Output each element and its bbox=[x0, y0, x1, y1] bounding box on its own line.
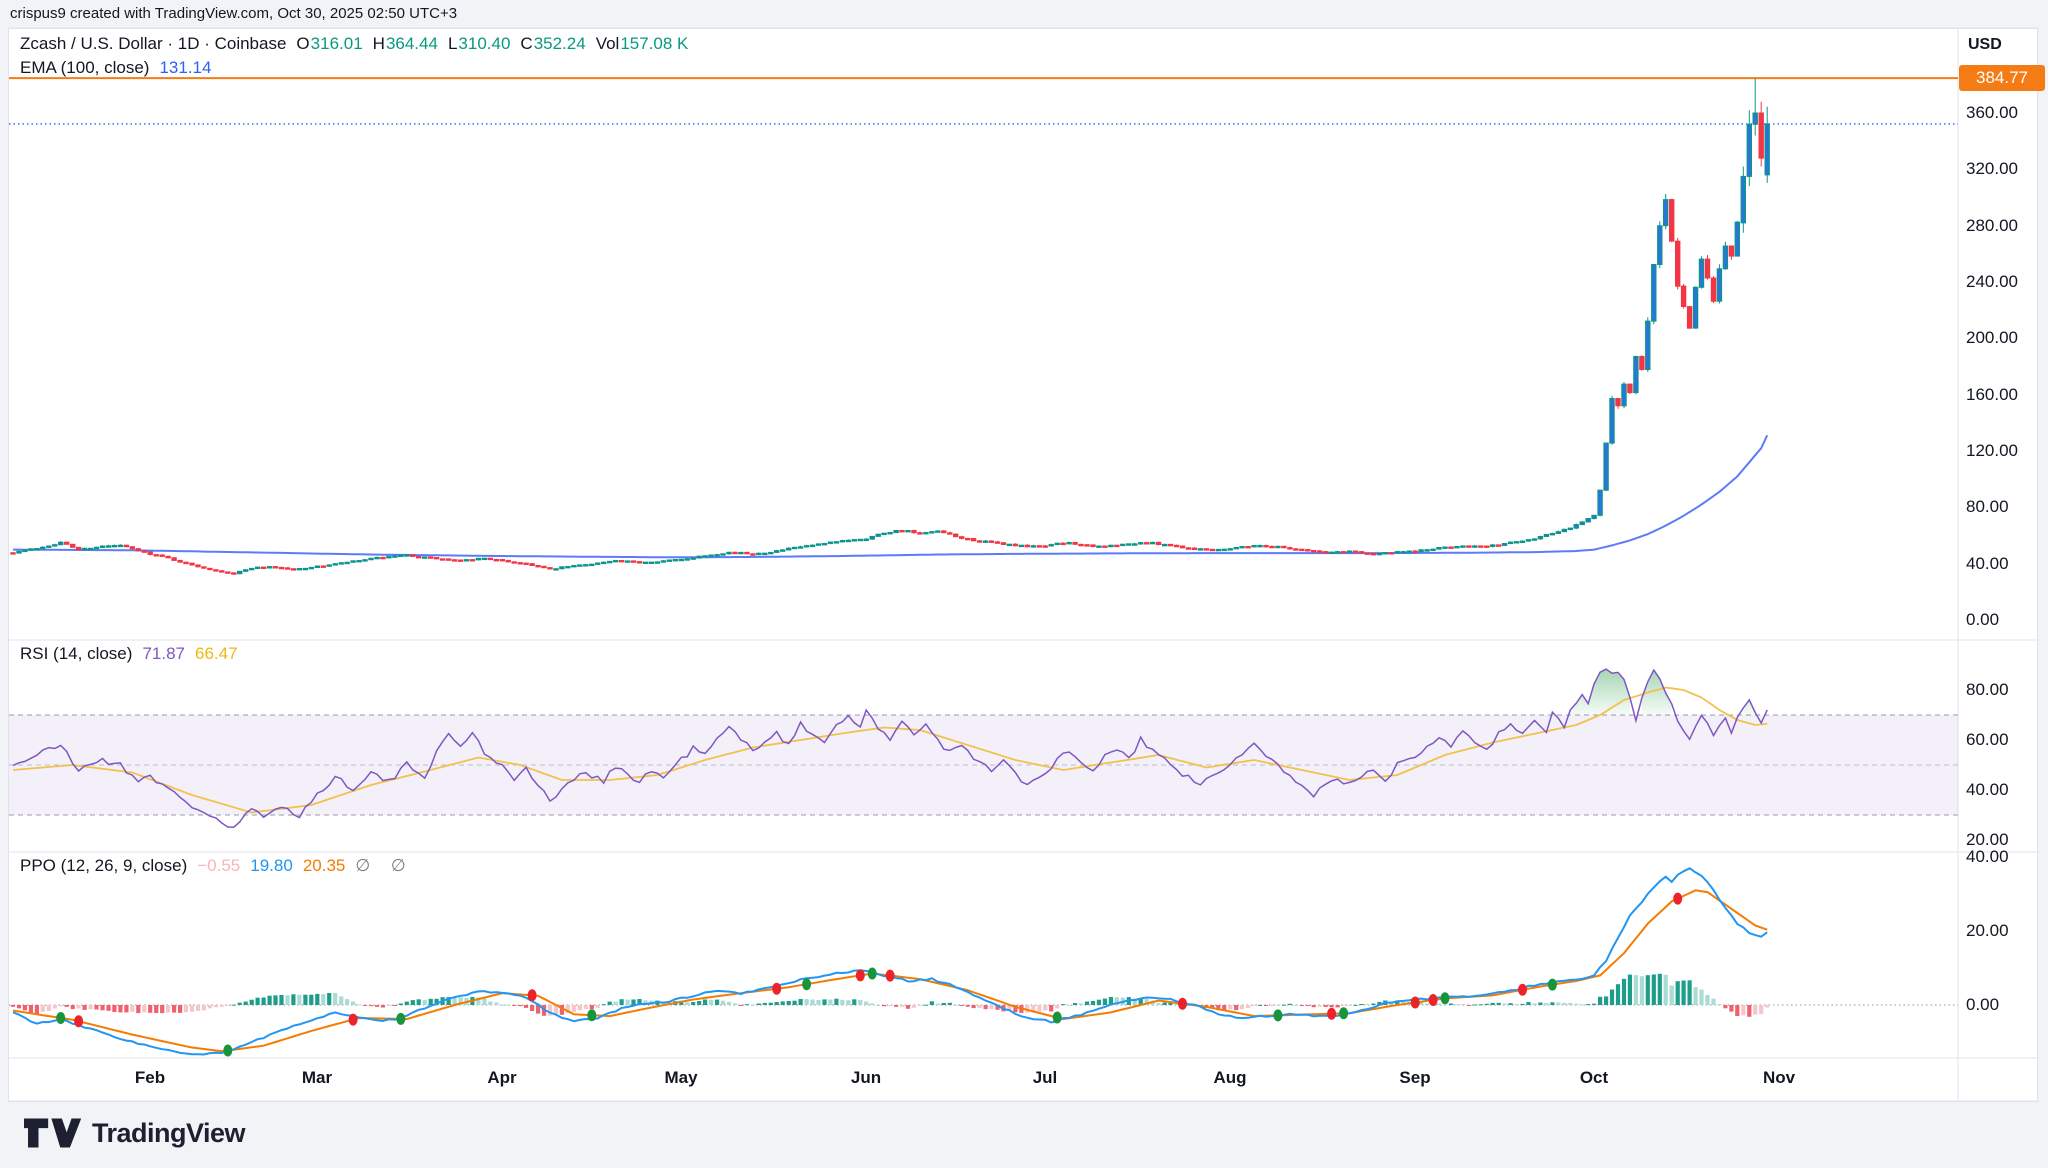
currency-label: USD bbox=[1968, 36, 2002, 53]
month-label: Feb bbox=[134, 1068, 166, 1087]
rsi-tick: 40.00 bbox=[1966, 780, 2009, 799]
symbol-title[interactable]: Zcash / U.S. Dollar · 1D · Coinbase bbox=[20, 34, 287, 53]
month-label: Oct bbox=[1579, 1068, 1609, 1087]
ppo-tick: 40.00 bbox=[1966, 847, 2009, 866]
price-tick: 360.00 bbox=[1966, 103, 2018, 122]
chart-card bbox=[8, 28, 2038, 1102]
watermark-text: crispus9 created with TradingView.com, O… bbox=[10, 5, 458, 22]
month-label: Apr bbox=[487, 1068, 517, 1087]
ppo-tick: 0.00 bbox=[1966, 995, 2000, 1014]
month-label: May bbox=[664, 1068, 698, 1087]
rsi-tick: 60.00 bbox=[1966, 730, 2009, 749]
rsi-legend-name[interactable]: RSI (14, close) bbox=[20, 644, 133, 663]
ppo-empty-markers: ∅ ∅ bbox=[355, 856, 414, 875]
price-tick: 240.00 bbox=[1966, 272, 2018, 291]
ppo-hist-value: −0.55 bbox=[197, 856, 241, 875]
ppo-legend-name[interactable]: PPO (12, 26, 9, close) bbox=[20, 856, 188, 875]
price-tick: 40.00 bbox=[1966, 554, 2009, 573]
month-label: Mar bbox=[301, 1068, 333, 1087]
price-tick: 280.00 bbox=[1966, 216, 2018, 235]
ohlc-close: C 352.24 bbox=[520, 34, 586, 53]
ohlc-open: O 316.01 bbox=[296, 34, 363, 53]
price-tick: 200.00 bbox=[1966, 328, 2018, 347]
price-axis[interactable]: USD 384.77 360.00 320.00 280.00 240.00 200.0… bbox=[1958, 28, 2048, 1102]
rsi-tick: 20.00 bbox=[1966, 830, 2009, 849]
ppo-signal-value: 20.35 bbox=[302, 856, 346, 875]
month-label: Jun bbox=[850, 1068, 882, 1087]
tradingview-logo[interactable]: TradingView bbox=[24, 1116, 246, 1150]
symbol-legend[interactable]: Zcash / U.S. Dollar · 1D · Coinbase O 316… bbox=[20, 34, 688, 54]
rsi-value: 71.87 bbox=[142, 644, 185, 663]
ema-legend[interactable]: EMA (100, close) 131.14 bbox=[20, 58, 211, 78]
ema-legend-value: 131.14 bbox=[159, 58, 212, 77]
ppo-tick: 20.00 bbox=[1966, 921, 2009, 940]
price-tick: 160.00 bbox=[1966, 385, 2018, 404]
rsi-legend[interactable]: RSI (14, close) 71.87 66.47 bbox=[20, 644, 238, 664]
price-tick: 0.00 bbox=[1966, 610, 2000, 629]
last-price-badge: 384.77 bbox=[1959, 65, 2045, 91]
tradingview-logo-text: TradingView bbox=[92, 1117, 246, 1148]
ohlc-high: H 364.44 bbox=[372, 34, 438, 53]
ema-legend-name[interactable]: EMA (100, close) bbox=[20, 58, 150, 77]
price-tick: 320.00 bbox=[1966, 159, 2018, 178]
ohlc-low: L 310.40 bbox=[447, 34, 511, 53]
month-label: Jul bbox=[1032, 1068, 1058, 1087]
volume-value: Vol 157.08 K bbox=[595, 34, 689, 53]
month-label: Nov bbox=[1762, 1068, 1796, 1087]
tradingview-logo-icon bbox=[24, 1118, 82, 1148]
rsi-ma-value: 66.47 bbox=[194, 644, 238, 663]
ppo-legend[interactable]: PPO (12, 26, 9, close) −0.55 19.80 20.35… bbox=[20, 856, 414, 876]
price-tick: 120.00 bbox=[1966, 441, 2018, 460]
time-axis[interactable]: Feb Mar Apr May Jun Jul Aug Sep Oct Nov bbox=[9, 1058, 1957, 1101]
rsi-tick: 80.00 bbox=[1966, 680, 2009, 699]
month-label: Sep bbox=[1399, 1068, 1431, 1087]
ppo-line-value: 19.80 bbox=[250, 856, 293, 875]
price-tick: 80.00 bbox=[1966, 497, 2009, 516]
month-label: Aug bbox=[1213, 1068, 1247, 1087]
